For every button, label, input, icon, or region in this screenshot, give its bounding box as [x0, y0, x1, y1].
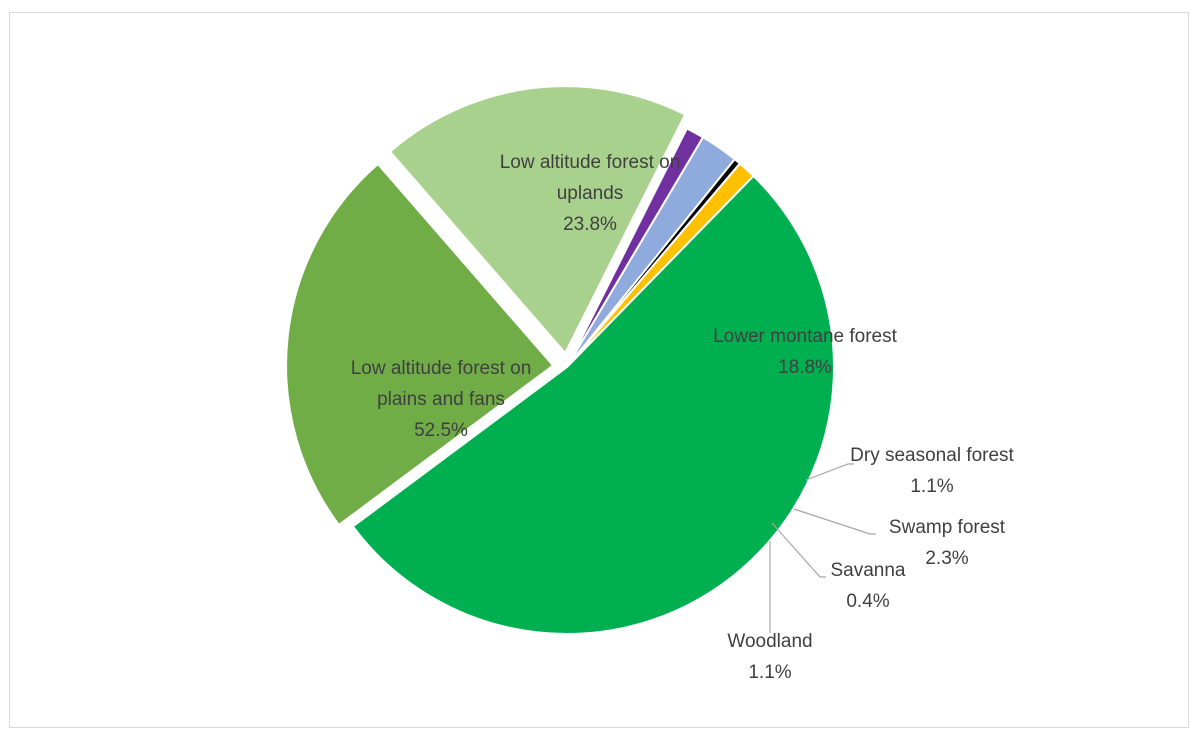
data-label-swamp-forest: Swamp forest 2.3%: [889, 517, 1006, 569]
data-label-dry-seasonal-forest: Dry seasonal forest 1.1%: [850, 445, 1014, 497]
data-value-low-altitude-forest-on-plains-and-fans: 52.5%: [414, 420, 468, 441]
leader-line-savanna: [771, 522, 826, 578]
data-value-dry-seasonal-forest: 1.1%: [910, 476, 953, 497]
pie-slice-lower-montane-forest: [388, 85, 687, 355]
chart-frame: Lower montane forest 18.8% Dry seasonal fo…: [9, 12, 1189, 728]
data-label-savanna: Savanna 0.4%: [830, 560, 905, 612]
data-label-lower-montane-forest: Lower montane forest 18.8%: [713, 326, 897, 378]
data-value-lower-montane-forest: 18.8%: [778, 357, 832, 378]
data-value-low-altitude-forest-on-uplands: 23.8%: [563, 214, 617, 235]
data-label-low-altitude-forest-on-uplands: Low altitude forest on uplands 23.8%: [500, 152, 681, 235]
leader-line-dry-seasonal-forest: [805, 463, 854, 481]
data-label-woodland: Woodland 1.1%: [727, 631, 812, 683]
pie-chart: Lower montane forest 18.8% Dry seasonal fo…: [285, 85, 1015, 683]
data-value-swamp-forest: 2.3%: [925, 548, 968, 569]
data-value-savanna: 0.4%: [846, 591, 889, 612]
pie-slice-low-altitude-forest-on-uplands: [285, 162, 555, 527]
leader-line-swamp-forest: [793, 508, 876, 535]
data-label-low-altitude-forest-on-plains-and-fans: Low altitude forest on plains and fans 52.…: [351, 358, 532, 441]
pie-slice-low-altitude-forest-on-plains-and-fans: [351, 174, 835, 635]
data-value-woodland: 1.1%: [748, 662, 791, 683]
